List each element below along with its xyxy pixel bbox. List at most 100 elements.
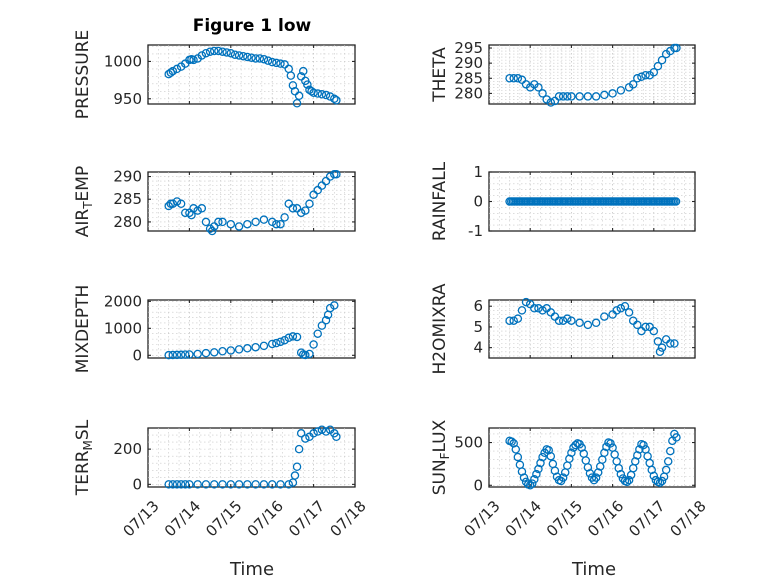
data-point <box>301 434 310 443</box>
data-point <box>575 92 584 101</box>
x-tick-label: 07/18 <box>326 497 369 540</box>
data-point <box>201 217 211 227</box>
data-point <box>589 475 599 485</box>
x-axis-label-right: Time <box>571 559 616 580</box>
x-tick-label: 07/18 <box>666 497 709 540</box>
data-point <box>189 55 198 65</box>
data-point <box>332 432 341 442</box>
data-point <box>666 339 675 348</box>
data-point <box>558 92 568 101</box>
y-axis-label: H2OMIXRA <box>430 283 450 374</box>
data-point <box>670 339 679 348</box>
data-point <box>509 316 518 325</box>
data-point <box>176 199 186 209</box>
data-point <box>298 66 308 76</box>
y-tick-label: 290 <box>113 168 142 186</box>
data-point <box>622 477 632 487</box>
subplot-pressure: 950 1000 PRESSURE <box>73 30 356 119</box>
series-points <box>164 170 341 236</box>
x-tick-label: 07/17 <box>285 497 328 540</box>
x-tick-label: 07/15 <box>202 497 245 540</box>
y-tick-label: 4 <box>473 339 483 357</box>
y-axis-label: AIRTEMP <box>73 166 95 237</box>
data-point <box>226 480 236 489</box>
data-point <box>519 473 529 482</box>
data-point <box>653 337 663 346</box>
data-point <box>284 480 294 489</box>
data-point <box>575 318 584 328</box>
data-point <box>255 54 265 63</box>
subplot-rainfall: -1 0 1 RAINFALL <box>430 161 696 241</box>
data-point <box>234 51 244 60</box>
data-point <box>172 480 182 489</box>
data-point <box>218 217 227 227</box>
figure-title: Figure 1 low <box>193 16 312 36</box>
subplot-h2omixra: 4 5 6 H2OMIXRA <box>430 283 696 375</box>
data-point <box>205 47 215 56</box>
data-point <box>214 217 223 227</box>
data-point <box>641 71 650 80</box>
y-tick-label: 2000 <box>104 292 142 310</box>
data-point <box>600 90 609 100</box>
data-point <box>612 306 621 315</box>
data-point <box>317 90 327 99</box>
data-point <box>649 67 659 77</box>
y-tick-label: 280 <box>454 84 483 102</box>
data-point <box>639 440 648 450</box>
y-tick-label: 0 <box>132 346 142 364</box>
data-point <box>197 204 207 213</box>
data-point <box>624 475 634 485</box>
data-point <box>172 350 182 360</box>
x-tick-label: 07/15 <box>543 497 586 540</box>
data-point <box>214 46 223 56</box>
data-point <box>209 348 219 357</box>
data-point <box>505 316 514 325</box>
data-point <box>554 316 564 325</box>
data-point <box>661 465 671 475</box>
data-point <box>276 337 285 347</box>
data-point <box>209 480 219 489</box>
data-point <box>657 476 667 486</box>
data-point <box>637 72 646 82</box>
y-tick-label: 295 <box>454 39 483 57</box>
data-point <box>301 350 310 360</box>
data-point <box>546 98 556 107</box>
data-point <box>513 452 523 462</box>
y-tick-label: 1 <box>473 163 483 181</box>
data-point <box>201 348 211 358</box>
data-point <box>521 297 531 307</box>
series-points <box>164 46 341 108</box>
data-point <box>288 204 298 213</box>
y-tick-label: 1000 <box>104 319 142 337</box>
data-point <box>284 333 294 343</box>
data-point <box>321 315 331 325</box>
data-point <box>606 439 615 448</box>
data-point <box>591 318 601 328</box>
data-point <box>591 92 601 101</box>
data-point <box>259 215 269 224</box>
data-point <box>641 322 650 332</box>
data-point <box>616 86 626 95</box>
data-point <box>197 51 207 60</box>
data-point <box>313 89 322 98</box>
data-point <box>201 480 211 489</box>
y-tick-label: 280 <box>113 213 142 231</box>
data-point <box>292 99 302 108</box>
data-point <box>628 80 638 89</box>
x-axis-label-left: Time <box>229 559 274 580</box>
data-point <box>538 89 547 98</box>
y-axis-label: THETA <box>430 47 450 103</box>
data-point <box>655 347 665 357</box>
data-point <box>168 350 178 360</box>
y-tick-label: -1 <box>468 222 483 240</box>
data-point <box>201 48 211 58</box>
data-point <box>286 71 296 80</box>
data-point <box>280 335 289 345</box>
data-point <box>185 350 194 359</box>
x-tick-label: 07/16 <box>244 497 287 540</box>
data-point <box>517 306 527 315</box>
data-point <box>296 208 306 218</box>
y-axis-label: RAINFALL <box>430 161 450 241</box>
